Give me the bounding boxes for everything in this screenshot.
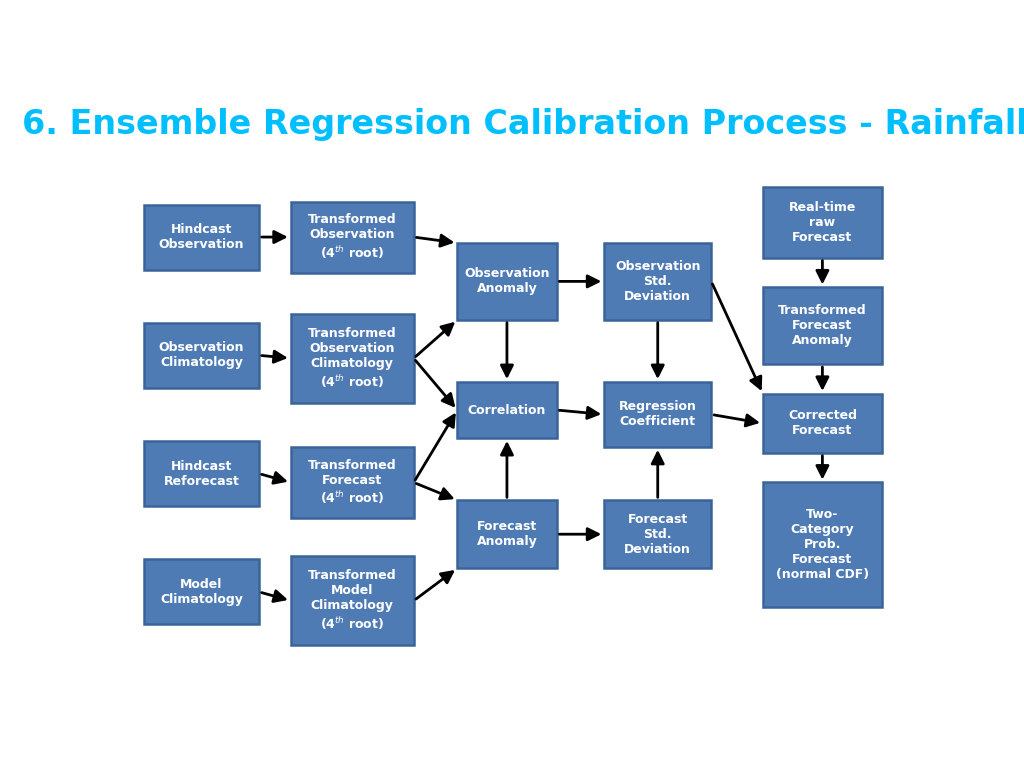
FancyBboxPatch shape (458, 382, 557, 438)
Text: Model
Climatology: Model Climatology (160, 578, 243, 606)
Text: 6. Ensemble Regression Calibration Process - Rainfall: 6. Ensemble Regression Calibration Proce… (22, 108, 1024, 141)
FancyBboxPatch shape (291, 314, 414, 402)
Text: Hindcast
Reforecast: Hindcast Reforecast (164, 459, 240, 488)
Text: Observation
Std.
Deviation: Observation Std. Deviation (615, 260, 700, 303)
FancyBboxPatch shape (291, 447, 414, 518)
Text: Transformed
Forecast
(4$^{th}$ root): Transformed Forecast (4$^{th}$ root) (308, 458, 396, 506)
Text: Correlation: Correlation (468, 403, 546, 416)
Text: Two-
Category
Prob.
Forecast
(normal CDF): Two- Category Prob. Forecast (normal CDF… (776, 508, 869, 581)
FancyBboxPatch shape (143, 559, 259, 624)
Text: Transformed
Observation
(4$^{th}$ root): Transformed Observation (4$^{th}$ root) (308, 214, 396, 261)
FancyBboxPatch shape (763, 187, 882, 258)
FancyBboxPatch shape (291, 201, 414, 273)
Text: Observation
Anomaly: Observation Anomaly (464, 267, 550, 296)
Text: Forecast
Anomaly: Forecast Anomaly (476, 520, 538, 548)
FancyBboxPatch shape (604, 243, 712, 319)
Text: Regression
Coefficient: Regression Coefficient (618, 400, 696, 429)
FancyBboxPatch shape (458, 243, 557, 319)
FancyBboxPatch shape (763, 287, 882, 364)
FancyBboxPatch shape (143, 441, 259, 506)
FancyBboxPatch shape (291, 556, 414, 645)
Text: Forecast
Std.
Deviation: Forecast Std. Deviation (625, 513, 691, 556)
FancyBboxPatch shape (604, 382, 712, 447)
Text: Real-time
raw
Forecast: Real-time raw Forecast (788, 200, 856, 243)
FancyBboxPatch shape (763, 394, 882, 453)
FancyBboxPatch shape (763, 482, 882, 607)
Text: Transformed
Observation
Climatology
(4$^{th}$ root): Transformed Observation Climatology (4$^… (308, 327, 396, 389)
Text: Hindcast
Observation: Hindcast Observation (159, 223, 244, 251)
FancyBboxPatch shape (143, 204, 259, 270)
FancyBboxPatch shape (604, 500, 712, 568)
Text: Transformed
Model
Climatology
(4$^{th}$ root): Transformed Model Climatology (4$^{th}$ … (308, 569, 396, 632)
FancyBboxPatch shape (143, 323, 259, 388)
Text: Transformed
Forecast
Anomaly: Transformed Forecast Anomaly (778, 304, 866, 347)
FancyBboxPatch shape (458, 500, 557, 568)
Text: Corrected
Forecast: Corrected Forecast (787, 409, 857, 437)
Text: Observation
Climatology: Observation Climatology (159, 341, 244, 369)
